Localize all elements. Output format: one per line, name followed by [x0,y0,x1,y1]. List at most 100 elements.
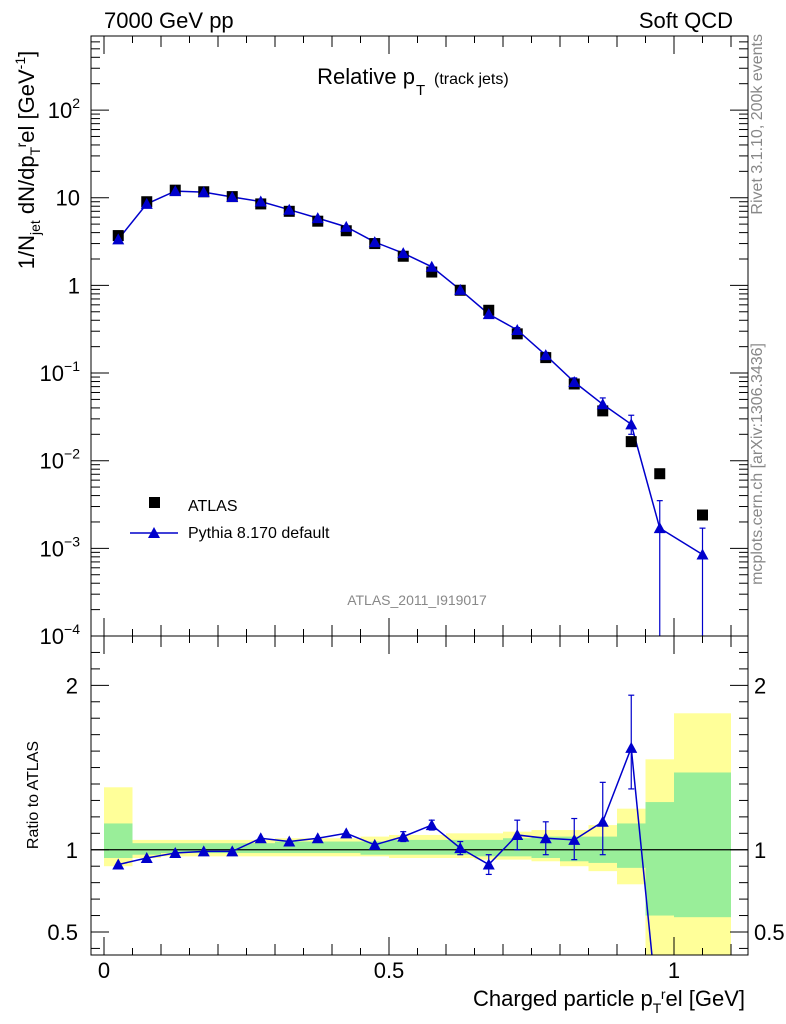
ratio-ytick-label-right: 1 [754,838,766,863]
main-panel: Relative p T (track jets) ATLAS_2011_I91… [12,35,749,649]
pythia-point [454,283,467,295]
legend-marker-pythia [148,527,160,538]
ratio-band-green [132,843,161,855]
pythia-point [596,398,609,410]
ratio-point [226,845,239,857]
ratio-band-green [474,839,503,857]
ratio-ytick-label: 1 [66,838,78,863]
pythia-point [511,323,524,335]
pythia-point [197,186,210,198]
ratio-ytick-label-right: 2 [754,673,766,698]
legend: ATLAS Pythia 8.170 default [130,497,330,542]
main-title: Relative p [317,64,415,89]
legend-label-pythia: Pythia 8.170 default [188,525,330,542]
main-ytick-label: 102 [48,95,80,123]
ratio-series [112,694,653,955]
pythia-point [397,247,410,259]
ratio-point [596,815,609,827]
main-ytick-label: 10−2 [40,446,81,474]
pythia-point [368,236,381,248]
ratio-point [112,858,125,870]
pythia-point [568,376,581,388]
ratio-bands [91,713,748,955]
ratio-point [283,835,296,847]
atlas-point [625,436,637,448]
pythia-point [112,233,125,245]
atlas-point [654,468,666,480]
ratio-xlabel: Charged particle pTrel [GeV] [473,986,745,1016]
ratio-point [454,842,467,854]
ratio-band-green [417,839,446,855]
ratio-point [169,847,182,859]
main-ylabel: 1/Njet dN/dpTrel [GeV-1] [12,51,43,270]
ratio-frame [90,635,749,956]
ratio-band-green [303,841,332,854]
pythia-point [653,522,666,534]
ratio-point [254,832,267,844]
main-ytick-label: 10 [56,186,80,211]
pythia-point [254,195,267,207]
ratio-series-group [112,694,653,955]
ratio-ylabel: Ratio to ATLAS [25,741,42,849]
atlas-point [426,266,438,278]
pythia-point [482,308,495,320]
main-title-suffix: (track jets) [434,71,509,88]
ratio-xtick-label: 1 [668,958,680,983]
side-rivet-label: Rivet 3.1.10, 200k events [749,34,766,215]
ratio-point [311,832,324,844]
ratio-xtick-label: 0.5 [374,958,405,983]
atlas-point [597,405,609,417]
main-ytick-label: 10−1 [40,358,81,386]
ratio-ytick-label: 2 [66,673,78,698]
ratio-point [368,838,381,850]
ratio-point [482,858,495,870]
main-frame [90,35,749,637]
ratio-band-green [246,843,275,854]
main-ytick-label: 1 [68,273,80,298]
pythia-point [311,212,324,224]
ratio-point [425,819,438,831]
ratio-band-green [332,841,361,854]
pythia-point [283,203,296,215]
main-series [112,184,709,636]
pythia-point [226,190,239,202]
ratio-panel: 0.5 0.5 1 1 2 2 0 0.5 1 Ratio to ATLAS Charged p… [25,635,785,1016]
atlas-point [697,509,708,521]
ratio-point [625,741,638,753]
ratio-point [511,828,524,840]
ratio-ticks: 0.5 0.5 1 1 2 2 0 0.5 1 [47,636,785,983]
ratio-point [539,832,552,844]
analysis-label: ATLAS_2011_I919017 [347,592,487,608]
ratio-point [568,833,581,845]
ratio-band-green [645,802,674,916]
legend-marker-atlas [149,497,160,508]
header-left: 7000 GeV pp [104,8,234,33]
pythia-point [140,197,153,209]
ratio-ytick-label-right: 0.5 [754,920,785,945]
ratio-xtick-label: 0 [98,958,110,983]
pythia-point [425,260,438,272]
pythia-point [539,349,552,361]
main-title-subscript: T [416,82,425,99]
ratio-point [340,827,353,839]
ratio-ytick-label: 0.5 [47,920,78,945]
main-ytick-label: 10−3 [40,533,81,561]
pythia-point [625,418,638,430]
ratio-band-green [104,823,133,858]
main-ticks: 10−4 10−3 10−2 10−1 1 10 102 [40,35,748,649]
ratio-band-green [275,841,304,854]
ratio-line [118,747,653,955]
ratio-band-green [674,772,731,918]
legend-label-atlas: ATLAS [188,498,238,515]
header-right: Soft QCD [639,8,733,33]
ratio-point [197,845,210,857]
ratio-point [397,830,410,842]
main-ytick-label: 10−4 [40,621,81,649]
ratio-band-green [389,839,418,855]
pythia-point [169,185,182,197]
side-mcplots-label: mcplots.cern.ch [arXiv:1306.3436] [749,343,766,585]
pythia-point [696,548,709,560]
ratio-point [140,851,153,863]
pythia-point [340,220,353,232]
